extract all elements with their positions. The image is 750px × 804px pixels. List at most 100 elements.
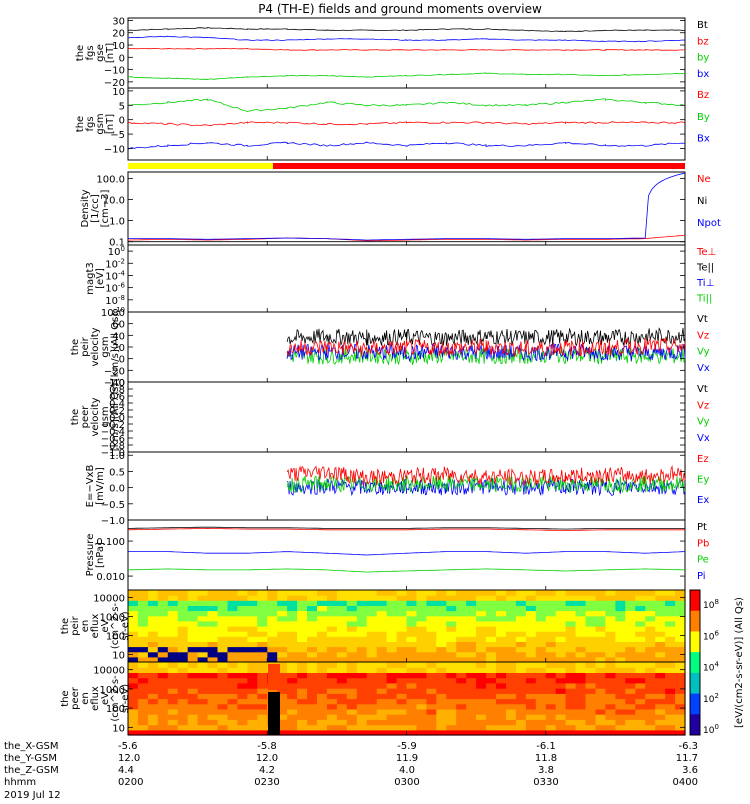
- spectrogram-cell: [625, 615, 636, 622]
- spectrogram-cell: [565, 714, 577, 720]
- spectrogram-cell: [307, 672, 318, 679]
- spectrogram-cell: [346, 631, 358, 637]
- spectrogram-cell: [466, 651, 477, 658]
- spectrogram-cell: [317, 651, 328, 658]
- spectrogram-cell: [645, 724, 656, 731]
- spectrogram-cell: [267, 656, 278, 663]
- spectrogram-cell: [366, 636, 378, 642]
- spectrogram-cell: [675, 615, 686, 622]
- spectrogram-cell: [177, 688, 189, 694]
- spectrogram-cell: [655, 631, 666, 637]
- spectrogram-cell: [128, 646, 139, 653]
- spectrogram-cell: [317, 615, 328, 622]
- spectrogram-cell: [436, 688, 447, 694]
- spectrogram-cell: [436, 677, 447, 684]
- colorbar-label: [eV/(cm2-s-sr-eV)] (All Qs): [734, 597, 745, 728]
- mode-bar-fast: [273, 163, 685, 169]
- spectrogram-cell: [157, 677, 169, 684]
- spectrogram-cell: [137, 672, 149, 679]
- ytick-label: 100: [106, 631, 125, 642]
- spectrogram-cell: [456, 626, 467, 632]
- spectrogram-cell: [446, 714, 457, 720]
- spectrogram-cell: [506, 595, 517, 601]
- spectrogram-cell: [366, 600, 378, 606]
- spectrogram-cell: [605, 719, 616, 726]
- ytick-label: −1.0: [101, 448, 125, 459]
- spectrogram-cell: [396, 600, 408, 606]
- spectrogram-cell: [496, 631, 507, 637]
- spectrogram-cell: [297, 631, 308, 637]
- spectrogram-cell: [486, 729, 497, 736]
- orbit-value: 4.0: [399, 765, 415, 776]
- spectrogram-cell: [386, 682, 398, 689]
- colorbar-segment: [690, 631, 700, 653]
- spectrogram-cell: [655, 605, 666, 612]
- spectrogram-cell: [137, 682, 149, 689]
- spectrogram-cell: [257, 656, 268, 663]
- spectrogram-cell: [307, 703, 318, 710]
- spectrogram-cell: [506, 641, 517, 648]
- ytick-label: −5: [110, 130, 125, 141]
- spectrogram-cell: [575, 708, 587, 715]
- spectrogram-cell: [456, 651, 467, 658]
- spectrogram-cell: [317, 708, 328, 715]
- spectrogram-cell: [535, 615, 547, 622]
- spectrogram-cell: [665, 724, 676, 731]
- spectrogram-cell: [456, 719, 467, 726]
- spectrogram-cell: [307, 677, 318, 684]
- spectrogram-cell: [635, 714, 646, 720]
- spectrogram-cell: [525, 729, 537, 736]
- spectrogram-cell: [326, 605, 338, 612]
- spectrogram-cell: [346, 610, 358, 617]
- spectrogram-cell: [396, 667, 408, 673]
- spectrogram-cell: [346, 595, 358, 601]
- spectrogram-cell: [157, 682, 169, 689]
- spectrogram-cell: [177, 615, 189, 622]
- spectrogram-cell: [456, 703, 467, 710]
- spectrogram-cell: [506, 703, 517, 710]
- spectrogram-cell: [336, 615, 348, 622]
- spectrogram-cell: [525, 651, 537, 658]
- spectrogram-cell: [376, 677, 388, 684]
- spectrogram-cell: [147, 605, 159, 612]
- spectrogram-cell: [555, 688, 567, 694]
- spectrogram-cell: [545, 667, 557, 673]
- ylabel-line: [km/s](All Qs): [110, 313, 121, 381]
- spectrogram-cell: [247, 615, 258, 622]
- spectrogram-cell: [406, 672, 417, 679]
- spectrogram-cell: [426, 672, 437, 679]
- spectrogram-cell: [535, 667, 547, 673]
- spectrogram-cell: [227, 724, 238, 731]
- spectrogram-cell: [147, 646, 159, 653]
- spectrogram-cell: [197, 595, 209, 601]
- spectrogram-cell: [605, 615, 616, 622]
- spectrogram-cell: [665, 656, 676, 663]
- spectrogram-cell: [436, 698, 447, 705]
- spectrogram-cell: [476, 636, 487, 642]
- spectrogram-cell: [426, 693, 437, 700]
- spectrogram-cell: [197, 719, 209, 726]
- spectrogram-cell: [446, 595, 457, 601]
- spectrogram-cell: [675, 631, 686, 637]
- spectrogram-cell: [625, 600, 636, 606]
- panel-frame: [127, 381, 686, 453]
- spectrogram-cell: [406, 662, 417, 668]
- ylabel-line: Pressure: [85, 534, 96, 577]
- spectrogram-cell: [525, 626, 537, 632]
- ylabel-line: gsm: [100, 336, 111, 357]
- colorbar-tick: 108: [703, 598, 719, 611]
- spectrogram-cell: [625, 724, 636, 731]
- spectrogram-cell: [217, 620, 228, 627]
- spectrogram-cell: [595, 682, 606, 689]
- ytick-label: 0.2: [109, 406, 125, 417]
- ylabel-line: gse: [95, 44, 106, 62]
- spectrogram-cell: [356, 667, 368, 673]
- ylabel-line: [mV/m]: [95, 467, 106, 505]
- spectrogram-cell: [446, 626, 457, 632]
- ytick-label: 0: [119, 116, 125, 127]
- spectrogram-cell: [486, 677, 497, 684]
- spectrogram-cell: [615, 636, 626, 642]
- ytick-label: 10: [112, 723, 125, 734]
- spectrogram-cell: [336, 605, 348, 612]
